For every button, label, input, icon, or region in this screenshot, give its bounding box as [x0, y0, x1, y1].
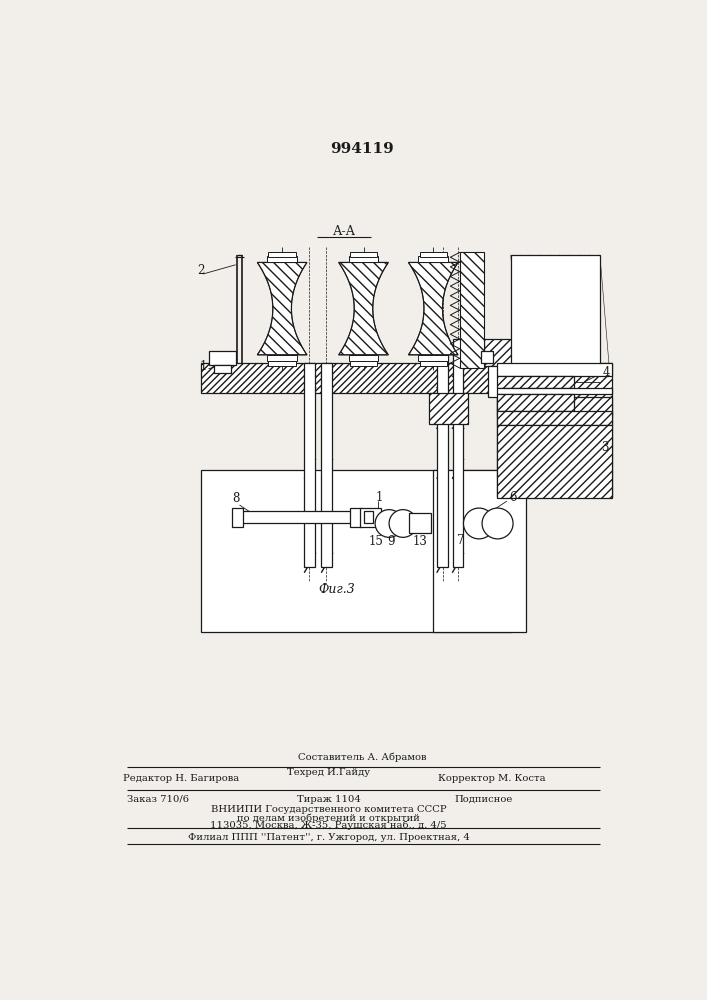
Bar: [360, 508, 381, 527]
Bar: [488, 366, 530, 397]
Text: 113035, Москва, Ж-35, Раушская наб., д. 4/5: 113035, Москва, Ж-35, Раушская наб., д. …: [210, 821, 447, 830]
Bar: [350, 361, 377, 366]
Text: Корректор М. Коста: Корректор М. Коста: [438, 774, 545, 783]
Bar: [363, 511, 373, 523]
Bar: [497, 425, 612, 498]
Bar: [267, 355, 297, 361]
Text: Составитель А. Абрамов: Составитель А. Абрамов: [298, 753, 426, 762]
Bar: [349, 355, 378, 361]
Bar: [409, 513, 431, 533]
Bar: [350, 252, 377, 257]
Bar: [497, 394, 574, 411]
Circle shape: [375, 510, 403, 537]
Bar: [460, 252, 484, 368]
Polygon shape: [339, 262, 388, 355]
Bar: [201, 470, 510, 632]
Polygon shape: [409, 262, 458, 355]
Text: 994119: 994119: [330, 142, 394, 156]
Bar: [321, 363, 332, 567]
Bar: [351, 508, 362, 527]
Bar: [452, 339, 464, 567]
Bar: [497, 411, 612, 425]
Text: 1: 1: [375, 491, 382, 504]
Circle shape: [482, 508, 513, 539]
Text: 8: 8: [232, 492, 239, 505]
Circle shape: [389, 510, 417, 537]
Bar: [437, 339, 448, 567]
Bar: [349, 256, 378, 262]
Bar: [497, 363, 612, 376]
Text: Филиал ППП ''Патент'', г. Ужгород, ул. Проектная, 4: Филиал ППП ''Патент'', г. Ужгород, ул. П…: [187, 833, 469, 842]
Bar: [510, 255, 600, 366]
Bar: [481, 351, 493, 363]
Bar: [419, 256, 448, 262]
Text: Фиг.3: Фиг.3: [318, 583, 355, 596]
Text: Заказ 710/6: Заказ 710/6: [127, 795, 189, 804]
Bar: [269, 361, 296, 366]
Text: Техред И.Гайду: Техред И.Гайду: [287, 768, 370, 777]
Text: 1: 1: [199, 360, 206, 373]
Text: 15: 15: [369, 535, 384, 548]
Text: 9: 9: [387, 535, 395, 548]
Text: ВНИИПИ Государственного комитета СССР: ВНИИПИ Государственного комитета СССР: [211, 805, 446, 814]
Polygon shape: [257, 262, 307, 355]
Bar: [232, 508, 243, 527]
Bar: [304, 363, 315, 567]
Bar: [497, 376, 574, 388]
Bar: [240, 511, 352, 523]
Text: 2: 2: [197, 264, 204, 277]
Text: 7: 7: [457, 534, 464, 547]
Bar: [269, 252, 296, 257]
Bar: [420, 252, 447, 257]
Bar: [497, 363, 612, 497]
Bar: [497, 397, 612, 416]
Bar: [267, 256, 297, 262]
Bar: [433, 470, 526, 632]
Text: Подписное: Подписное: [455, 795, 513, 804]
Text: 13: 13: [412, 535, 427, 548]
Text: Тираж 1104: Тираж 1104: [297, 795, 361, 804]
Bar: [484, 339, 534, 366]
Bar: [201, 363, 546, 393]
Bar: [420, 361, 447, 366]
Bar: [214, 365, 231, 373]
Text: 4: 4: [602, 366, 609, 379]
Text: А-А: А-А: [332, 225, 356, 238]
Text: 3: 3: [602, 441, 609, 454]
Bar: [429, 393, 468, 424]
Text: по делам изобретений и открытий: по делам изобретений и открытий: [237, 814, 420, 823]
Bar: [209, 351, 235, 365]
Bar: [419, 355, 448, 361]
Bar: [497, 388, 612, 394]
Text: 6: 6: [509, 491, 517, 504]
Text: Редактор Н. Багирова: Редактор Н. Багирова: [123, 774, 240, 783]
Circle shape: [464, 508, 494, 539]
